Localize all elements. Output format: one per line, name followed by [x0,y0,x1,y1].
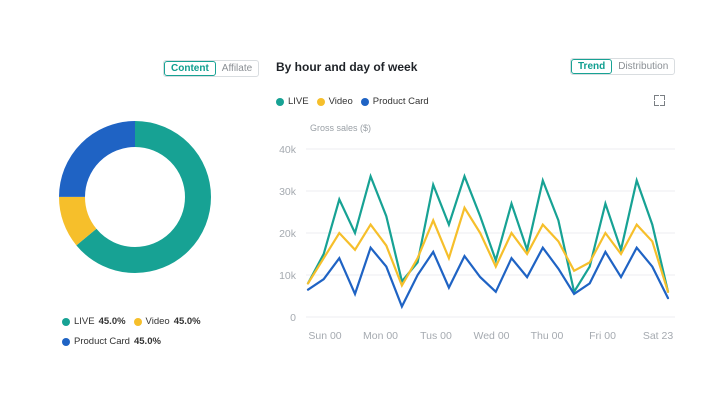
series-line-product-card[interactable] [306,245,670,310]
line-chart-legend: LIVE Video Product Card [276,96,437,107]
y-tick-label: 20k [279,228,297,240]
legend-item-video[interactable]: Video [316,96,353,107]
x-tick-label: Sat 23 [643,330,674,342]
legend-item-live[interactable]: LIVE [276,96,309,107]
y-axis-label: Gross sales ($) [310,123,371,133]
x-tick-label: Wed 00 [474,330,510,342]
pie-legend-label-live: LIVE [74,316,95,327]
pie-legend-video[interactable]: Video 45.0% [133,316,201,327]
legend-dot-video [316,97,325,106]
pie-legend-label-product-card: Product Card [74,336,130,347]
pie-legend-pct-live: 45.0% [98,316,126,327]
y-tick-label: 30k [279,186,297,198]
toggle-trend[interactable]: Trend [571,59,613,74]
pie-legend-row-1: LIVE 45.0% Video 45.0% [62,316,209,327]
legend-label-product-card: Product Card [372,96,429,107]
legend-dot-product-card [360,97,369,106]
legend-label-live: LIVE [288,96,309,107]
donut-chart [59,121,211,273]
pie-legend-product-card[interactable]: Product Card 45.0% [62,336,161,347]
toggle-content[interactable]: Content [164,61,216,76]
legend-label-video: Video [328,96,353,107]
pie-legend-dot-video [133,317,142,326]
x-tick-label: Mon 00 [363,330,398,342]
toggle-affiliate[interactable]: Affilate [221,63,253,74]
pie-legend-pct-video: 45.0% [173,316,201,327]
legend-dot-live [276,97,284,106]
x-tick-label: Tus 00 [420,330,452,342]
expand-icon[interactable] [654,95,665,106]
y-tick-label: 10k [279,270,297,282]
y-tick-label: 40k [279,144,297,156]
toggle-distribution[interactable]: Distribution [618,61,669,72]
pie-legend-live[interactable]: LIVE 45.0% [62,316,126,327]
x-tick-label: Fri 00 [589,330,616,342]
pie-legend-label-video: Video [145,316,170,327]
x-tick-label: Sun 00 [308,330,341,342]
pie-legend-pct-product-card: 45.0% [133,336,161,347]
y-tick-label: 0 [290,312,296,324]
line-chart: Gross sales ($) 0 10k 20k 30k 40k Sun 00 Mon 00… [279,123,675,342]
pie-legend-row-2: Product Card 45.0% [62,336,169,347]
trend-distribution-toggle: Trend Distribution [570,58,676,75]
content-affiliate-toggle: Content Affilate [163,60,260,77]
series-line-live[interactable] [306,172,670,295]
donut-slice-video[interactable] [59,121,211,273]
donut-slice-product-card[interactable] [59,121,211,273]
pie-legend-dot-product-card [62,337,70,346]
chart-title: By hour and day of week [276,60,418,74]
pie-legend-dot-live [62,317,70,326]
legend-item-product-card[interactable]: Product Card [360,96,429,107]
series-line-video[interactable] [306,205,670,293]
x-tick-label: Thu 00 [531,330,564,342]
